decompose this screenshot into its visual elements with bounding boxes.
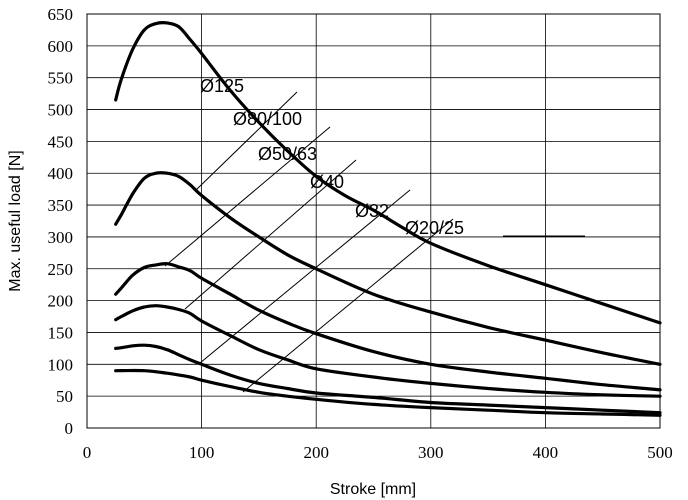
- series-line-20-25: [114, 368, 662, 417]
- y-tick-label-450: 450: [48, 132, 74, 151]
- y-tick-label-600: 600: [48, 37, 74, 56]
- series-line-32: [114, 343, 662, 415]
- series-label-20-25: Ø20/25: [405, 218, 464, 238]
- leader-line-80-100: [164, 126, 331, 267]
- series-label-125: Ø125: [200, 76, 244, 96]
- y-tick-label-500: 500: [48, 101, 74, 120]
- y-tick-label-650: 650: [48, 5, 74, 24]
- x-tick-label-400: 400: [533, 443, 559, 462]
- series-line-50-63: [114, 262, 662, 392]
- series-line-125: [114, 20, 662, 325]
- series-label-40: Ø40: [310, 172, 344, 192]
- y-tick-label-150: 150: [48, 323, 74, 342]
- x-tick-label-500: 500: [647, 443, 673, 462]
- series-labels: Ø125 Ø80/100 Ø50/63 Ø40 Ø32 Ø20/25: [200, 76, 464, 238]
- x-tick-label-200: 200: [303, 443, 329, 462]
- x-tick-labels: 0 100 200 300 400 500: [83, 443, 673, 462]
- series-label-32: Ø32: [355, 201, 389, 221]
- leader-line-40: [199, 189, 411, 364]
- series-label-50-63: Ø50/63: [258, 144, 317, 164]
- leader-line-32: [242, 218, 454, 393]
- y-tick-label-300: 300: [48, 228, 74, 247]
- y-tick-label-550: 550: [48, 69, 74, 88]
- grid: [86, 13, 661, 429]
- y-tick-label-200: 200: [48, 292, 74, 311]
- series-label-80-100: Ø80/100: [233, 109, 302, 129]
- y-tick-label-100: 100: [48, 355, 74, 374]
- series-lines: [114, 20, 662, 417]
- y-tick-label-350: 350: [48, 196, 74, 215]
- leader-line-125: [195, 91, 298, 191]
- y-tick-labels: 0 50 100 150 200 250 300 350 400 450 500 550 600 650: [48, 5, 74, 438]
- x-tick-label-100: 100: [189, 443, 215, 462]
- leader-line-50-63: [184, 159, 357, 310]
- x-axis-label: Stroke [mm]: [330, 481, 416, 498]
- label-leaders: [164, 91, 585, 393]
- x-tick-label-0: 0: [83, 443, 92, 462]
- series-line-40: [114, 304, 662, 398]
- y-tick-label-50: 50: [56, 387, 73, 406]
- plot-frame: [86, 13, 661, 429]
- series-line-80-100: [114, 171, 662, 366]
- y-tick-label-0: 0: [65, 419, 74, 438]
- y-tick-label-250: 250: [48, 260, 74, 279]
- y-axis-label: Max. useful load [N]: [7, 150, 24, 291]
- x-tick-label-300: 300: [418, 443, 444, 462]
- y-tick-label-400: 400: [48, 164, 74, 183]
